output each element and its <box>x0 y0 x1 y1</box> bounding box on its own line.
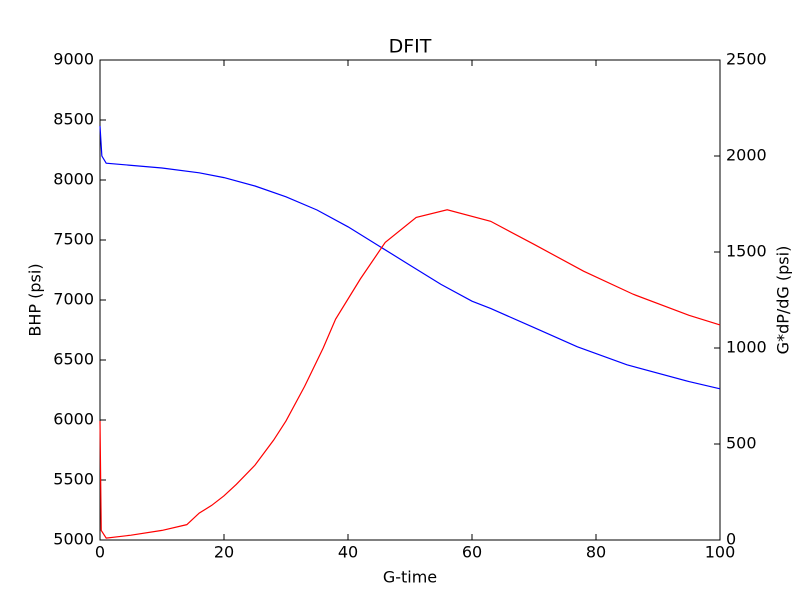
y-tick-label: 5500 <box>53 470 94 489</box>
x-tick-label: 100 <box>705 543 736 562</box>
y2-tick-label: 500 <box>726 434 757 453</box>
data-line <box>99 209 721 539</box>
x-axis-label: G-time <box>383 568 437 587</box>
y2-axis-label: G*dP/dG (psi) <box>774 246 793 355</box>
y-tick-label: 7000 <box>53 290 94 309</box>
y2-tick-label: 1500 <box>726 242 767 261</box>
y-tick-label: 6000 <box>53 410 94 429</box>
y-tick-label: 6500 <box>53 350 94 369</box>
x-tick-label: 60 <box>462 543 482 562</box>
y2-tick-label: 2000 <box>726 146 767 165</box>
x-tick-label: 80 <box>586 543 606 562</box>
data-line <box>99 125 721 390</box>
y-tick-label: 9000 <box>53 50 94 69</box>
x-tick-label: 0 <box>95 543 105 562</box>
y-tick-label: 8500 <box>53 110 94 129</box>
y-axis-label: BHP (psi) <box>26 263 45 336</box>
x-tick-label: 40 <box>338 543 358 562</box>
chart-title: DFIT <box>389 36 432 58</box>
y-tick-label: 5000 <box>53 530 94 549</box>
y-tick-label: 8000 <box>53 170 94 189</box>
x-tick-label: 20 <box>214 543 234 562</box>
y-tick-label: 7500 <box>53 230 94 249</box>
y2-tick-label: 2500 <box>726 50 767 69</box>
plot-frame <box>99 59 721 541</box>
y2-tick-label: 0 <box>726 530 736 549</box>
y2-tick-label: 1000 <box>726 338 767 357</box>
